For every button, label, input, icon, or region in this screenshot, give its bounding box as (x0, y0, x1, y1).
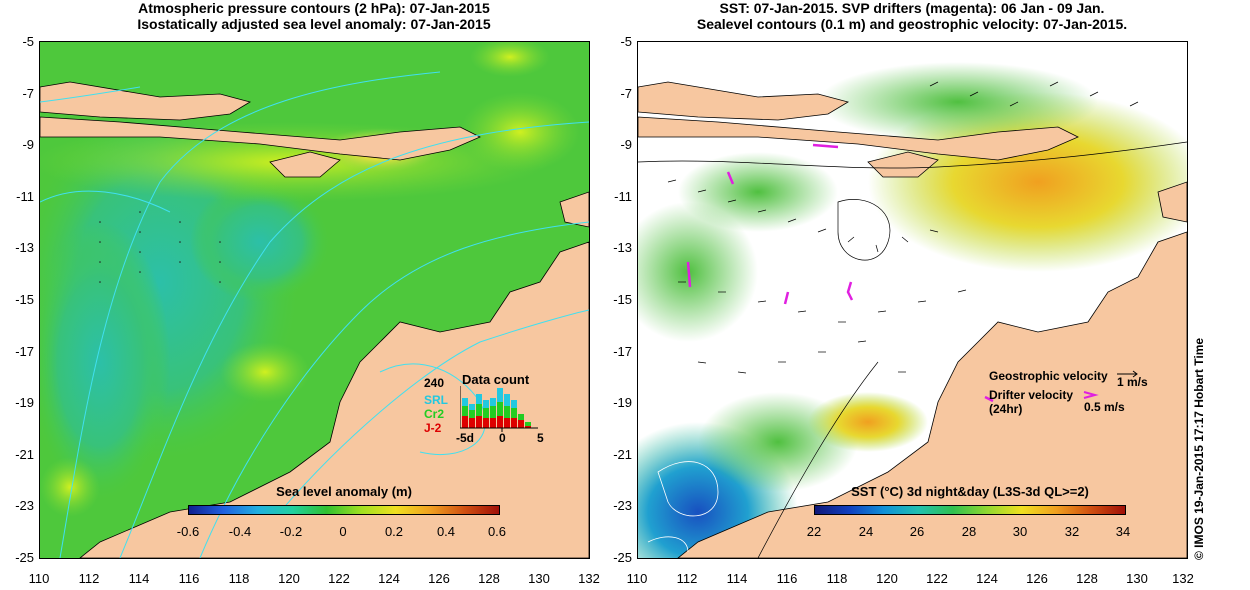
left-colorbar-tick: -0.6 (176, 524, 200, 539)
left-x-tick: 128 (478, 571, 500, 586)
sst-map (638, 42, 1187, 558)
sst-colorbar (814, 505, 1126, 515)
left-map-panel (39, 41, 590, 559)
geostrophic-velocity-value: 1 m/s (1117, 375, 1148, 389)
right-colorbar-tick: 24 (858, 524, 874, 539)
left-x-tick: 112 (78, 571, 100, 586)
left-x-tick: 124 (378, 571, 400, 586)
right-y-tick: -13 (613, 240, 632, 255)
left-colorbar-tick: 0.2 (384, 524, 404, 539)
geostrophic-velocity-label: Geostrophic velocity (989, 369, 1108, 383)
data-count-axis-zero: 0 (499, 431, 506, 445)
data-count-sat-srl: SRL (424, 393, 448, 407)
data-count-max-label: 240 (424, 376, 445, 390)
left-x-tick: 120 (278, 571, 300, 586)
right-y-tick: -7 (620, 86, 632, 101)
right-x-tick: 130 (1126, 571, 1148, 586)
left-colorbar-tick: 0.4 (436, 524, 456, 539)
left-x-tick: 130 (528, 571, 550, 586)
left-x-tick: 122 (328, 571, 350, 586)
drifter-velocity-period: (24hr) (989, 402, 1023, 416)
right-y-tick: -19 (613, 395, 632, 410)
left-y-tick: -7 (22, 86, 34, 101)
right-y-tick: -21 (613, 447, 632, 462)
right-title-line1: SST: 07-Jan-2015. SVP drifters (magenta)… (719, 0, 1105, 16)
left-x-tick: 126 (428, 571, 450, 586)
right-y-tick: -23 (613, 498, 632, 513)
data-count-sat-cr2: Cr2 (424, 407, 445, 421)
right-y-tick: -9 (620, 137, 632, 152)
left-colorbar-tick: 0 (339, 524, 347, 539)
drifter-velocity-label: Drifter velocity (989, 388, 1074, 402)
left-title-line2: Isostatically adjusted sea level anomaly… (137, 16, 491, 32)
right-colorbar-title: SST (°C) 3d night&day (L3S-3d QL>=2) (851, 484, 1089, 499)
left-x-tick: 114 (128, 571, 150, 586)
left-y-tick: -21 (15, 447, 34, 462)
data-count-axis-pos: 5 (537, 431, 544, 445)
right-x-tick: 110 (626, 571, 648, 586)
right-x-tick: 114 (726, 571, 748, 586)
drifter-velocity-value: 0.5 m/s (1084, 400, 1125, 414)
left-y-tick: -23 (15, 498, 34, 513)
right-x-tick: 120 (876, 571, 898, 586)
right-x-tick: 112 (676, 571, 698, 586)
right-x-tick: 128 (1076, 571, 1098, 586)
left-x-tick: 116 (178, 571, 200, 586)
left-y-tick: -5 (22, 34, 34, 49)
right-x-tick: 116 (776, 571, 798, 586)
right-y-tick: -25 (613, 550, 632, 565)
data-count-sat-j2: J-2 (424, 421, 442, 435)
right-x-tick: 126 (1026, 571, 1048, 586)
left-y-tick: -11 (16, 189, 34, 204)
left-x-tick: 132 (578, 571, 600, 586)
left-x-tick: 118 (228, 571, 250, 586)
geostrophic-arrow-icon (1117, 370, 1138, 378)
left-y-tick: -25 (15, 550, 34, 565)
left-y-tick: -13 (15, 240, 34, 255)
right-y-tick: -15 (613, 292, 632, 307)
left-colorbar-tick: -0.4 (228, 524, 252, 539)
right-map-panel (637, 41, 1188, 559)
right-y-tick: -11 (614, 189, 632, 204)
left-x-tick: 110 (28, 571, 50, 586)
right-colorbar-tick: 26 (909, 524, 925, 539)
drifter-arrow-icon (1083, 391, 1099, 399)
left-y-tick: -9 (22, 137, 34, 152)
right-x-tick: 132 (1172, 571, 1194, 586)
sea-level-anomaly-map (40, 42, 589, 558)
left-y-tick: -17 (15, 344, 34, 359)
right-title-line2: Sealevel contours (0.1 m) and geostrophi… (696, 16, 1128, 32)
data-count-title: Data count (462, 372, 530, 387)
right-colorbar-tick: 34 (1115, 524, 1131, 539)
right-y-tick: -5 (620, 34, 632, 49)
data-count-histogram (460, 386, 538, 432)
sea-level-colorbar (188, 505, 500, 515)
left-title-line1: Atmospheric pressure contours (2 hPa): 0… (138, 0, 490, 16)
data-count-axis-neg: -5d (456, 431, 474, 445)
left-y-tick: -15 (15, 292, 34, 307)
right-x-tick: 118 (826, 571, 848, 586)
left-y-tick: -19 (15, 395, 34, 410)
left-colorbar-tick: -0.2 (279, 524, 303, 539)
right-colorbar-tick: 22 (806, 524, 822, 539)
left-colorbar-tick: 0.6 (487, 524, 507, 539)
right-colorbar-tick: 32 (1064, 524, 1080, 539)
right-x-tick: 124 (976, 571, 998, 586)
credit-text: © IMOS 19-Jan-2015 17:17 Hobart Time (1192, 337, 1206, 560)
right-colorbar-tick: 30 (1012, 524, 1028, 539)
right-colorbar-tick: 28 (961, 524, 977, 539)
right-y-tick: -17 (613, 344, 632, 359)
right-x-tick: 122 (926, 571, 948, 586)
left-colorbar-title: Sea level anomaly (m) (276, 484, 412, 499)
